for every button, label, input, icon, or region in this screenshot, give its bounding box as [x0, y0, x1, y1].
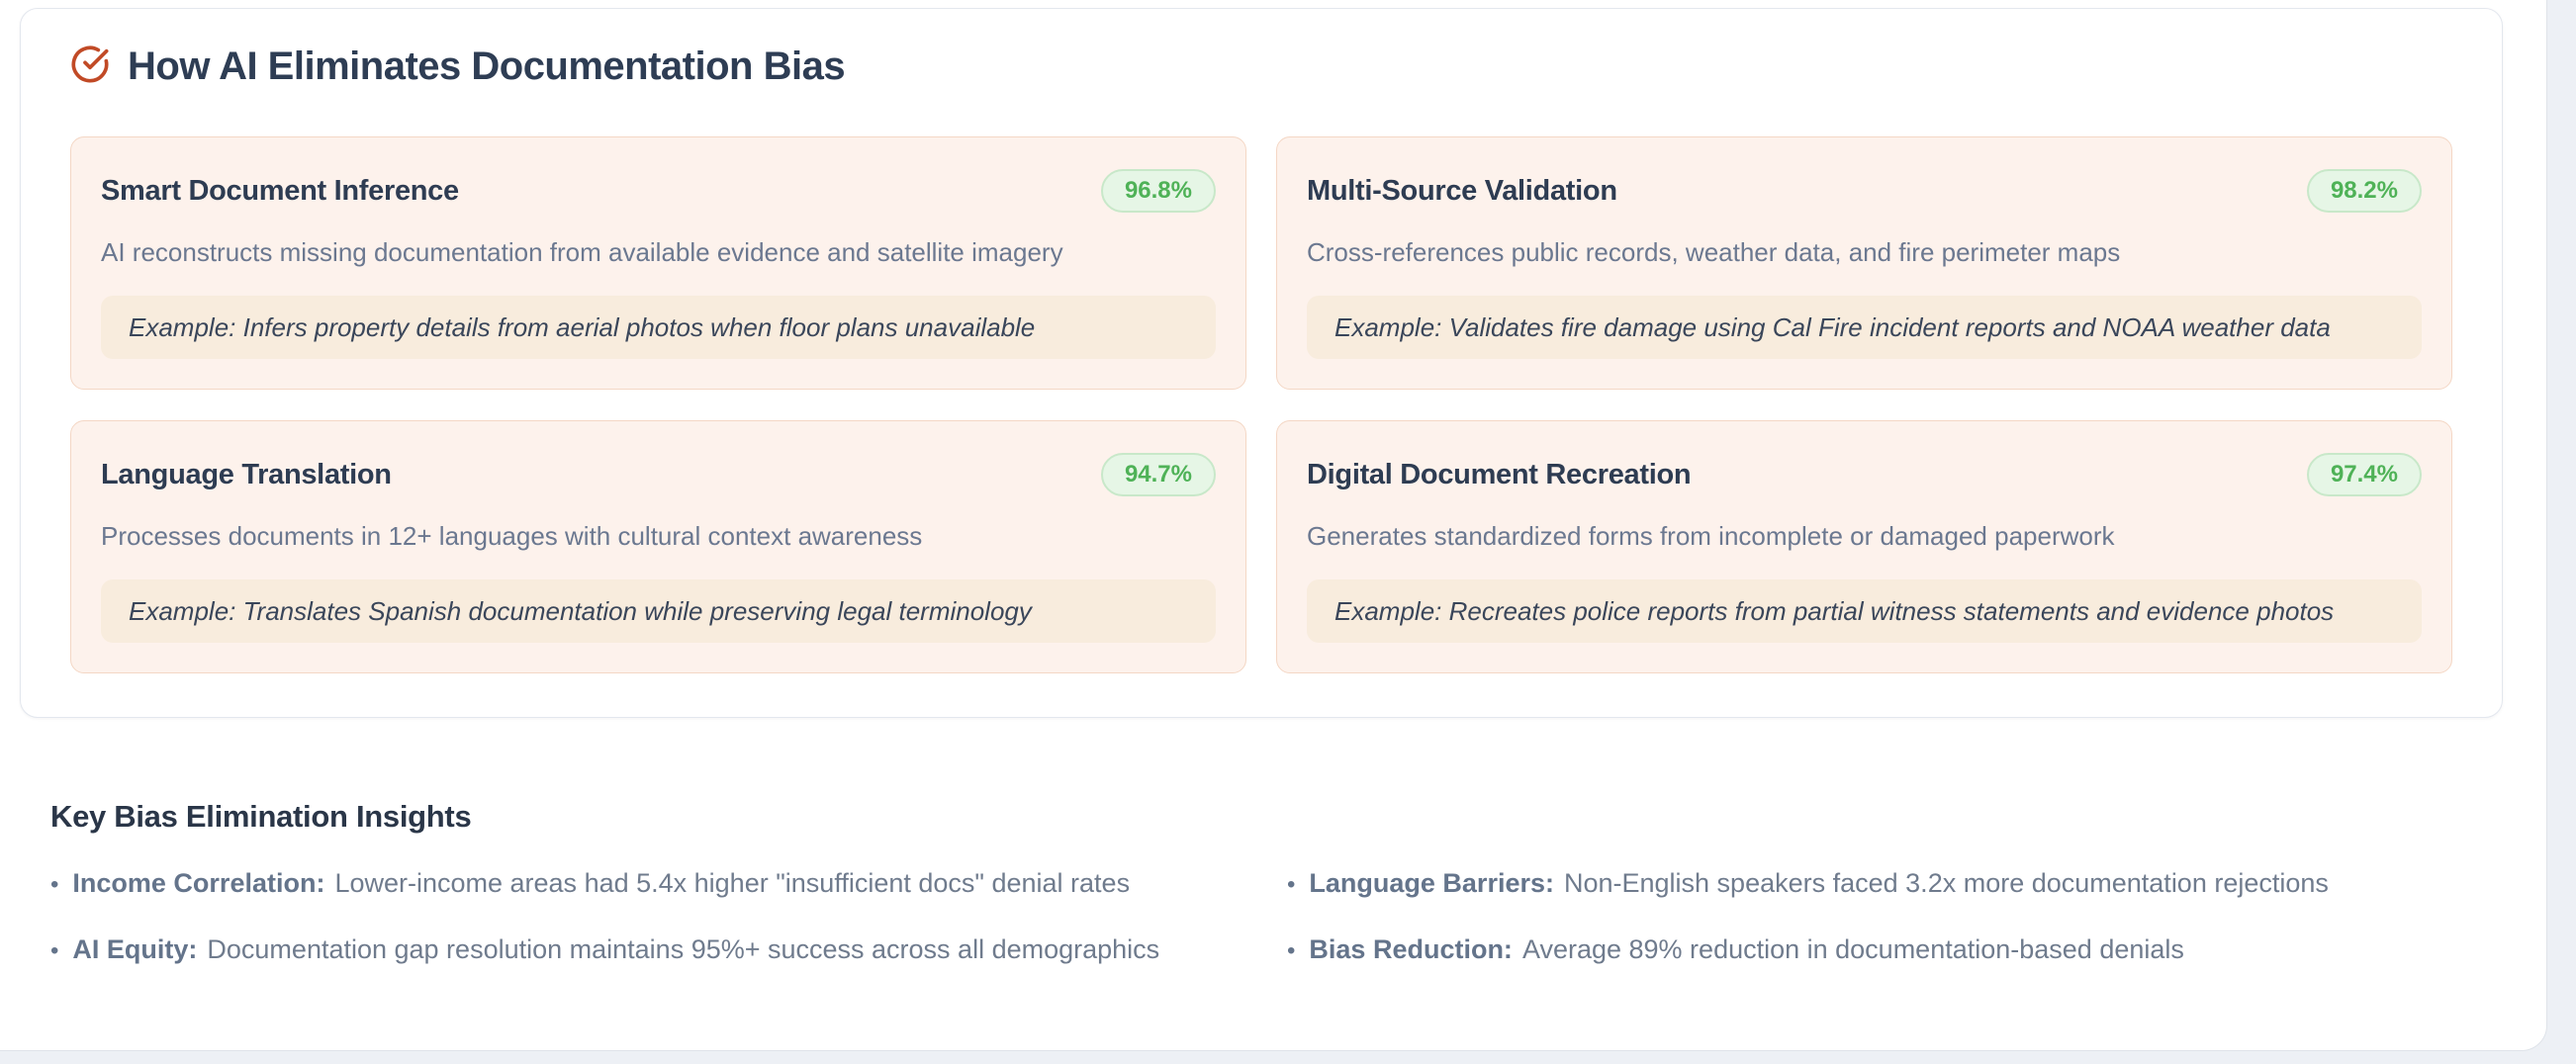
card-title: Multi-Source Validation	[1307, 174, 1617, 207]
feature-cards-grid: Smart Document Inference 96.8% AI recons…	[70, 136, 2452, 673]
bullet-icon: •	[50, 871, 59, 898]
card-head: Smart Document Inference 96.8%	[101, 169, 1216, 213]
insight-text: Documentation gap resolution maintains 9…	[207, 934, 1160, 965]
panel-title: How AI Eliminates Documentation Bias	[128, 44, 846, 88]
card-head: Multi-Source Validation 98.2%	[1307, 169, 2422, 213]
card-description: AI reconstructs missing documentation fr…	[101, 237, 1063, 267]
accuracy-badge: 97.4%	[2306, 453, 2422, 496]
bullet-icon: •	[1287, 937, 1296, 965]
card-example: Example: Validates fire damage using Cal…	[1307, 295, 2422, 360]
card-description: Cross-references public records, weather…	[1307, 237, 2121, 267]
insight-label: Income Correlation:	[72, 868, 325, 898]
insight-item-income-correlation: • Income Correlation: Lower-income areas …	[50, 866, 1257, 901]
accuracy-badge: 94.7%	[1100, 453, 1216, 496]
insight-text: Average 89% reduction in documentation-b…	[1521, 934, 2184, 965]
feature-card-digital-document-recreation: Digital Document Recreation 97.4% Genera…	[1276, 420, 2452, 673]
accuracy-badge: 98.2%	[2306, 169, 2422, 213]
insight-text: Non-English speakers faced 3.2x more doc…	[1563, 868, 2329, 898]
card-head: Language Translation 94.7%	[101, 453, 1216, 496]
card-example: Example: Translates Spanish documentatio…	[101, 578, 1216, 644]
panel-header: How AI Eliminates Documentation Bias	[70, 44, 2452, 89]
insight-item-bias-reduction: • Bias Reduction: Average 89% reduction i…	[1287, 932, 2494, 967]
insights-heading: Key Bias Elimination Insights	[50, 799, 472, 834]
bullet-icon: •	[1287, 871, 1296, 898]
insight-label: Bias Reduction:	[1309, 934, 1513, 965]
insights-grid: • Income Correlation: Lower-income areas …	[50, 866, 2494, 967]
card-title: Digital Document Recreation	[1307, 458, 1692, 490]
feature-card-multi-source-validation: Multi-Source Validation 98.2% Cross-refe…	[1276, 136, 2452, 390]
accuracy-badge: 96.8%	[1100, 169, 1216, 213]
feature-card-language-translation: Language Translation 94.7% Processes doc…	[70, 420, 1246, 673]
insight-label: AI Equity:	[72, 934, 198, 965]
card-title: Language Translation	[101, 458, 392, 490]
bias-panel: How AI Eliminates Documentation Bias Sma…	[20, 8, 2503, 718]
insights-section: Key Bias Elimination Insights • Income C…	[50, 799, 2494, 967]
check-circle-icon	[70, 44, 110, 89]
card-description: Generates standardized forms from incomp…	[1307, 521, 2115, 551]
feature-card-smart-document-inference: Smart Document Inference 96.8% AI recons…	[70, 136, 1246, 390]
insight-text: Lower-income areas had 5.4x higher "insu…	[334, 868, 1131, 898]
card-example: Example: Infers property details from ae…	[101, 295, 1216, 360]
bullet-icon: •	[50, 937, 59, 965]
insight-item-ai-equity: • AI Equity: Documentation gap resolution…	[50, 932, 1257, 967]
insight-item-language-barriers: • Language Barriers: Non-English speakers…	[1287, 866, 2494, 901]
insight-label: Language Barriers:	[1309, 868, 1554, 898]
card-head: Digital Document Recreation 97.4%	[1307, 453, 2422, 496]
card-example: Example: Recreates police reports from p…	[1307, 578, 2422, 644]
card-description: Processes documents in 12+ languages wit…	[101, 521, 923, 551]
card-title: Smart Document Inference	[101, 174, 459, 207]
